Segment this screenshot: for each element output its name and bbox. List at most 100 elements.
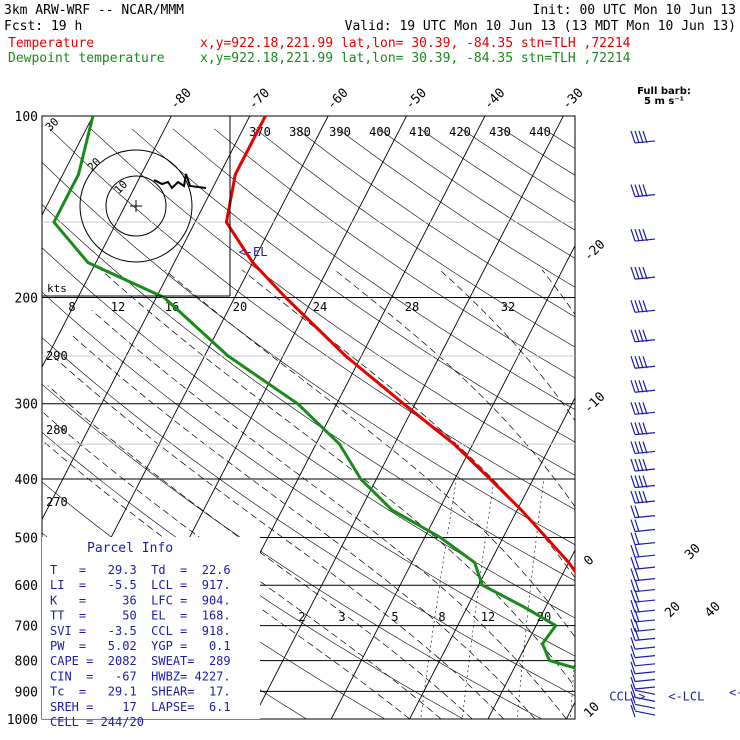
wind-barb (630, 589, 656, 603)
dry-adiabat-line (378, 128, 575, 259)
theta-label: 390 (329, 125, 351, 139)
parcel-info-title: Parcel Info (87, 541, 173, 556)
wind-barb (630, 422, 656, 436)
parcel-info-row: CELL = 244/20 (50, 715, 144, 729)
temperature-trace (224, 116, 575, 574)
thermo-grid (42, 103, 740, 732)
wind-barb (630, 568, 656, 582)
pressure-tick-label: 300 (15, 398, 38, 413)
dry-adiabat-line (90, 128, 575, 476)
isotherm-label: 20 (662, 599, 684, 621)
mixing-ratio-label: 3 (338, 610, 345, 624)
isotherm-label: -80 (168, 86, 195, 113)
dewpoint-location-line: x,y=922.18,221.99 lat,lon= 30.39, -84.35… (200, 51, 631, 66)
wind-barbs (630, 130, 656, 718)
wind-barb (630, 329, 656, 343)
mixing-ratio-label: 28 (405, 300, 419, 314)
full-barb-key-value: 5 m s⁻¹ (644, 96, 684, 107)
wind-barb (630, 609, 656, 623)
theta-label: 440 (529, 125, 551, 139)
hodograph-ring-10 (105, 175, 167, 237)
wind-barb (630, 505, 656, 519)
forecast-hour: Fcst: 19 h (4, 19, 82, 34)
dry-adiabat-line (42, 247, 575, 619)
wind-barb (630, 636, 656, 650)
moist-adiabat-line (52, 355, 504, 719)
temperature-location-line: x,y=922.18,221.99 lat,lon= 30.39, -84.35… (200, 36, 631, 51)
hodograph-ring-label: 30 (43, 115, 62, 134)
wind-barb (630, 545, 656, 558)
dry-adiabat-label: 280 (46, 423, 68, 437)
wind-barb (630, 184, 656, 198)
wind-barb (630, 300, 656, 313)
hodograph-trace (153, 173, 207, 190)
isotherm-label: 0 (581, 553, 597, 569)
mixing-ratio-label: 2 (298, 610, 305, 624)
wind-barb (630, 676, 656, 690)
mixing-ratio-label: 5 (391, 610, 398, 624)
isotherm-line (638, 103, 740, 732)
wind-barb (630, 704, 656, 718)
dry-adiabat-line (337, 128, 575, 288)
theta-label: 400 (369, 125, 391, 139)
dry-adiabat-line (214, 128, 575, 379)
parcel-info-row: CAPE = 2082 SWEAT= 289 (50, 654, 231, 668)
dry-adiabat-line (502, 128, 575, 176)
mixing-ratio-label: 16 (165, 300, 179, 314)
mixing-ratio-label: 8 (438, 610, 445, 624)
dry-adiabat-line (667, 129, 740, 732)
isotherm-line (565, 701, 575, 719)
wind-barb (630, 628, 656, 641)
dry-adiabat-line (42, 337, 575, 697)
dry-adiabat-line (626, 129, 740, 732)
dry-adiabat-line (172, 128, 575, 410)
theta-label: 420 (449, 125, 471, 139)
isotherm-label: 30 (682, 541, 704, 563)
dry-adiabat-line (42, 383, 543, 719)
parcel-info-row: SREH = 17 LAPSE= 6.1 (50, 700, 231, 714)
moist-adiabat-line (164, 269, 575, 638)
moist-adiabat-line (241, 269, 575, 579)
wind-barb (630, 599, 656, 613)
wind-barb (630, 653, 656, 667)
isotherm-label: -40 (481, 86, 508, 113)
isotherm-label: -70 (246, 86, 273, 113)
moist-adiabat-line (91, 310, 567, 719)
parcel-info-row: Tc = 29.1 SHEAR= 17. (50, 685, 231, 699)
level-annotations: <-EL CCL-> <-LCL <-LFC (239, 245, 740, 704)
isotherm-line (42, 116, 94, 216)
mixing-ratio-label: 32 (501, 300, 515, 314)
mixing-ratio-label: 8 (68, 300, 75, 314)
level-label: <-LCL (668, 689, 704, 703)
moist-adiabat-line (70, 333, 536, 719)
wind-barb (630, 619, 656, 632)
parcel-info-row: K = 36 LFC = 904. (50, 593, 231, 607)
hodograph-ring-20 (79, 149, 193, 263)
mixing-ratio-line (570, 652, 575, 719)
level-label: <-EL (239, 245, 268, 259)
level-label: CCL-> (609, 690, 645, 704)
wind-barb (630, 356, 656, 369)
isotherm-line (717, 103, 740, 732)
pressure-tick-label: 500 (15, 531, 38, 546)
mixing-ratio-label: 12 (481, 610, 495, 624)
pressure-tick-label: 800 (15, 655, 38, 670)
hodograph-inset: 10 20 30 kts (42, 115, 231, 297)
wind-barb (630, 645, 656, 659)
temperature-legend-label: Temperature (8, 36, 94, 51)
mixing-ratio-label: 24 (313, 300, 327, 314)
wind-barb (630, 228, 656, 242)
wind-barb (630, 684, 656, 697)
dry-adiabat-line (585, 129, 740, 732)
wind-barb (630, 532, 656, 546)
moist-adiabat-line (100, 269, 575, 688)
pressure-tick-label: 200 (15, 292, 38, 307)
isotherm-label: -10 (581, 389, 608, 416)
valid-time: Valid: 19 UTC Mon 10 Jun 13 (13 MDT Mon … (345, 19, 736, 34)
dry-adiabat-line (131, 128, 575, 443)
pressure-tick-label: 700 (15, 620, 38, 635)
dry-adiabat-label: 290 (46, 349, 68, 363)
wind-barb (630, 698, 656, 711)
parcel-info-row: SVI = -3.5 CCL = 918. (50, 624, 231, 638)
